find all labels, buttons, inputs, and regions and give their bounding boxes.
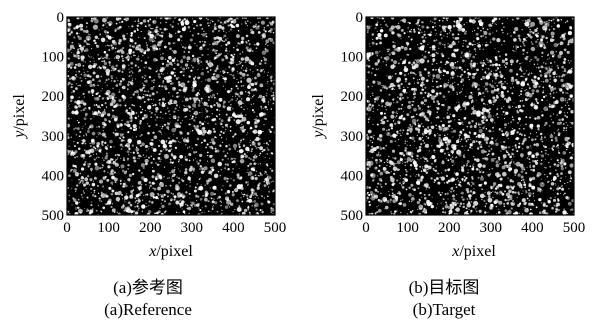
- x-tick-label: 200: [139, 220, 162, 236]
- plot-frame-a: [66, 16, 276, 216]
- y-tick-label: 400: [341, 168, 364, 184]
- y-tick-label: 0: [356, 10, 364, 26]
- x-tick-label: 100: [97, 220, 120, 236]
- x-tick-label: 100: [396, 220, 419, 236]
- speckle-plot-a: 0 100 200 300 400 500 0 100 200 300 400 500 x/pixe…: [11, 10, 287, 260]
- y-tick-label: 200: [42, 89, 65, 105]
- x-tick-label: 500: [563, 220, 586, 236]
- x-tick-label: 300: [181, 220, 204, 236]
- y-tick-label: 300: [341, 129, 364, 145]
- caption-cn-b: (b)目标图: [408, 278, 480, 297]
- figure-panel-a: 0 100 200 300 400 500 0 100 200 300 400 500 x/pixe…: [11, 10, 287, 319]
- x-tick-label: 500: [264, 220, 287, 236]
- y-tick-label: 500: [42, 208, 65, 224]
- caption-en-b: (b)Target: [412, 300, 476, 319]
- y-tick-label: 100: [341, 50, 364, 66]
- caption-en-a: (a)Reference: [104, 300, 192, 319]
- figure-panel-b: 0 100 200 300 400 500 0 100 200 300 400 500 x/pixe…: [296, 0, 592, 325]
- x-tick-label: 0: [362, 220, 370, 236]
- y-axis-label-b: y/pixel: [310, 94, 327, 140]
- caption-cn-a: (a)参考图: [113, 278, 183, 297]
- y-tick-label: 200: [341, 89, 364, 105]
- y-tick-label: 300: [42, 129, 65, 145]
- plot-frame-b: [365, 16, 575, 216]
- speckle-pattern-a: [65, 15, 277, 217]
- x-axis-label-b: x/pixel: [451, 243, 496, 260]
- y-tick-label: 100: [42, 50, 65, 66]
- x-tick-label: 400: [222, 220, 245, 236]
- y-tick-label: 400: [42, 168, 65, 184]
- x-axis-label-a: x/pixel: [148, 243, 193, 260]
- y-tick-label: 0: [57, 10, 65, 26]
- y-tick-label: 500: [341, 208, 364, 224]
- x-tick-label: 400: [521, 220, 544, 236]
- x-tick-label: 300: [480, 220, 503, 236]
- y-axis-label-a: y/pixel: [11, 94, 28, 140]
- x-tick-label: 0: [63, 220, 71, 236]
- x-tick-label: 200: [438, 220, 461, 236]
- speckle-plot-b: 0 100 200 300 400 500 0 100 200 300 400 500 x/pixe…: [310, 10, 586, 260]
- speckle-pattern-b: [364, 15, 576, 217]
